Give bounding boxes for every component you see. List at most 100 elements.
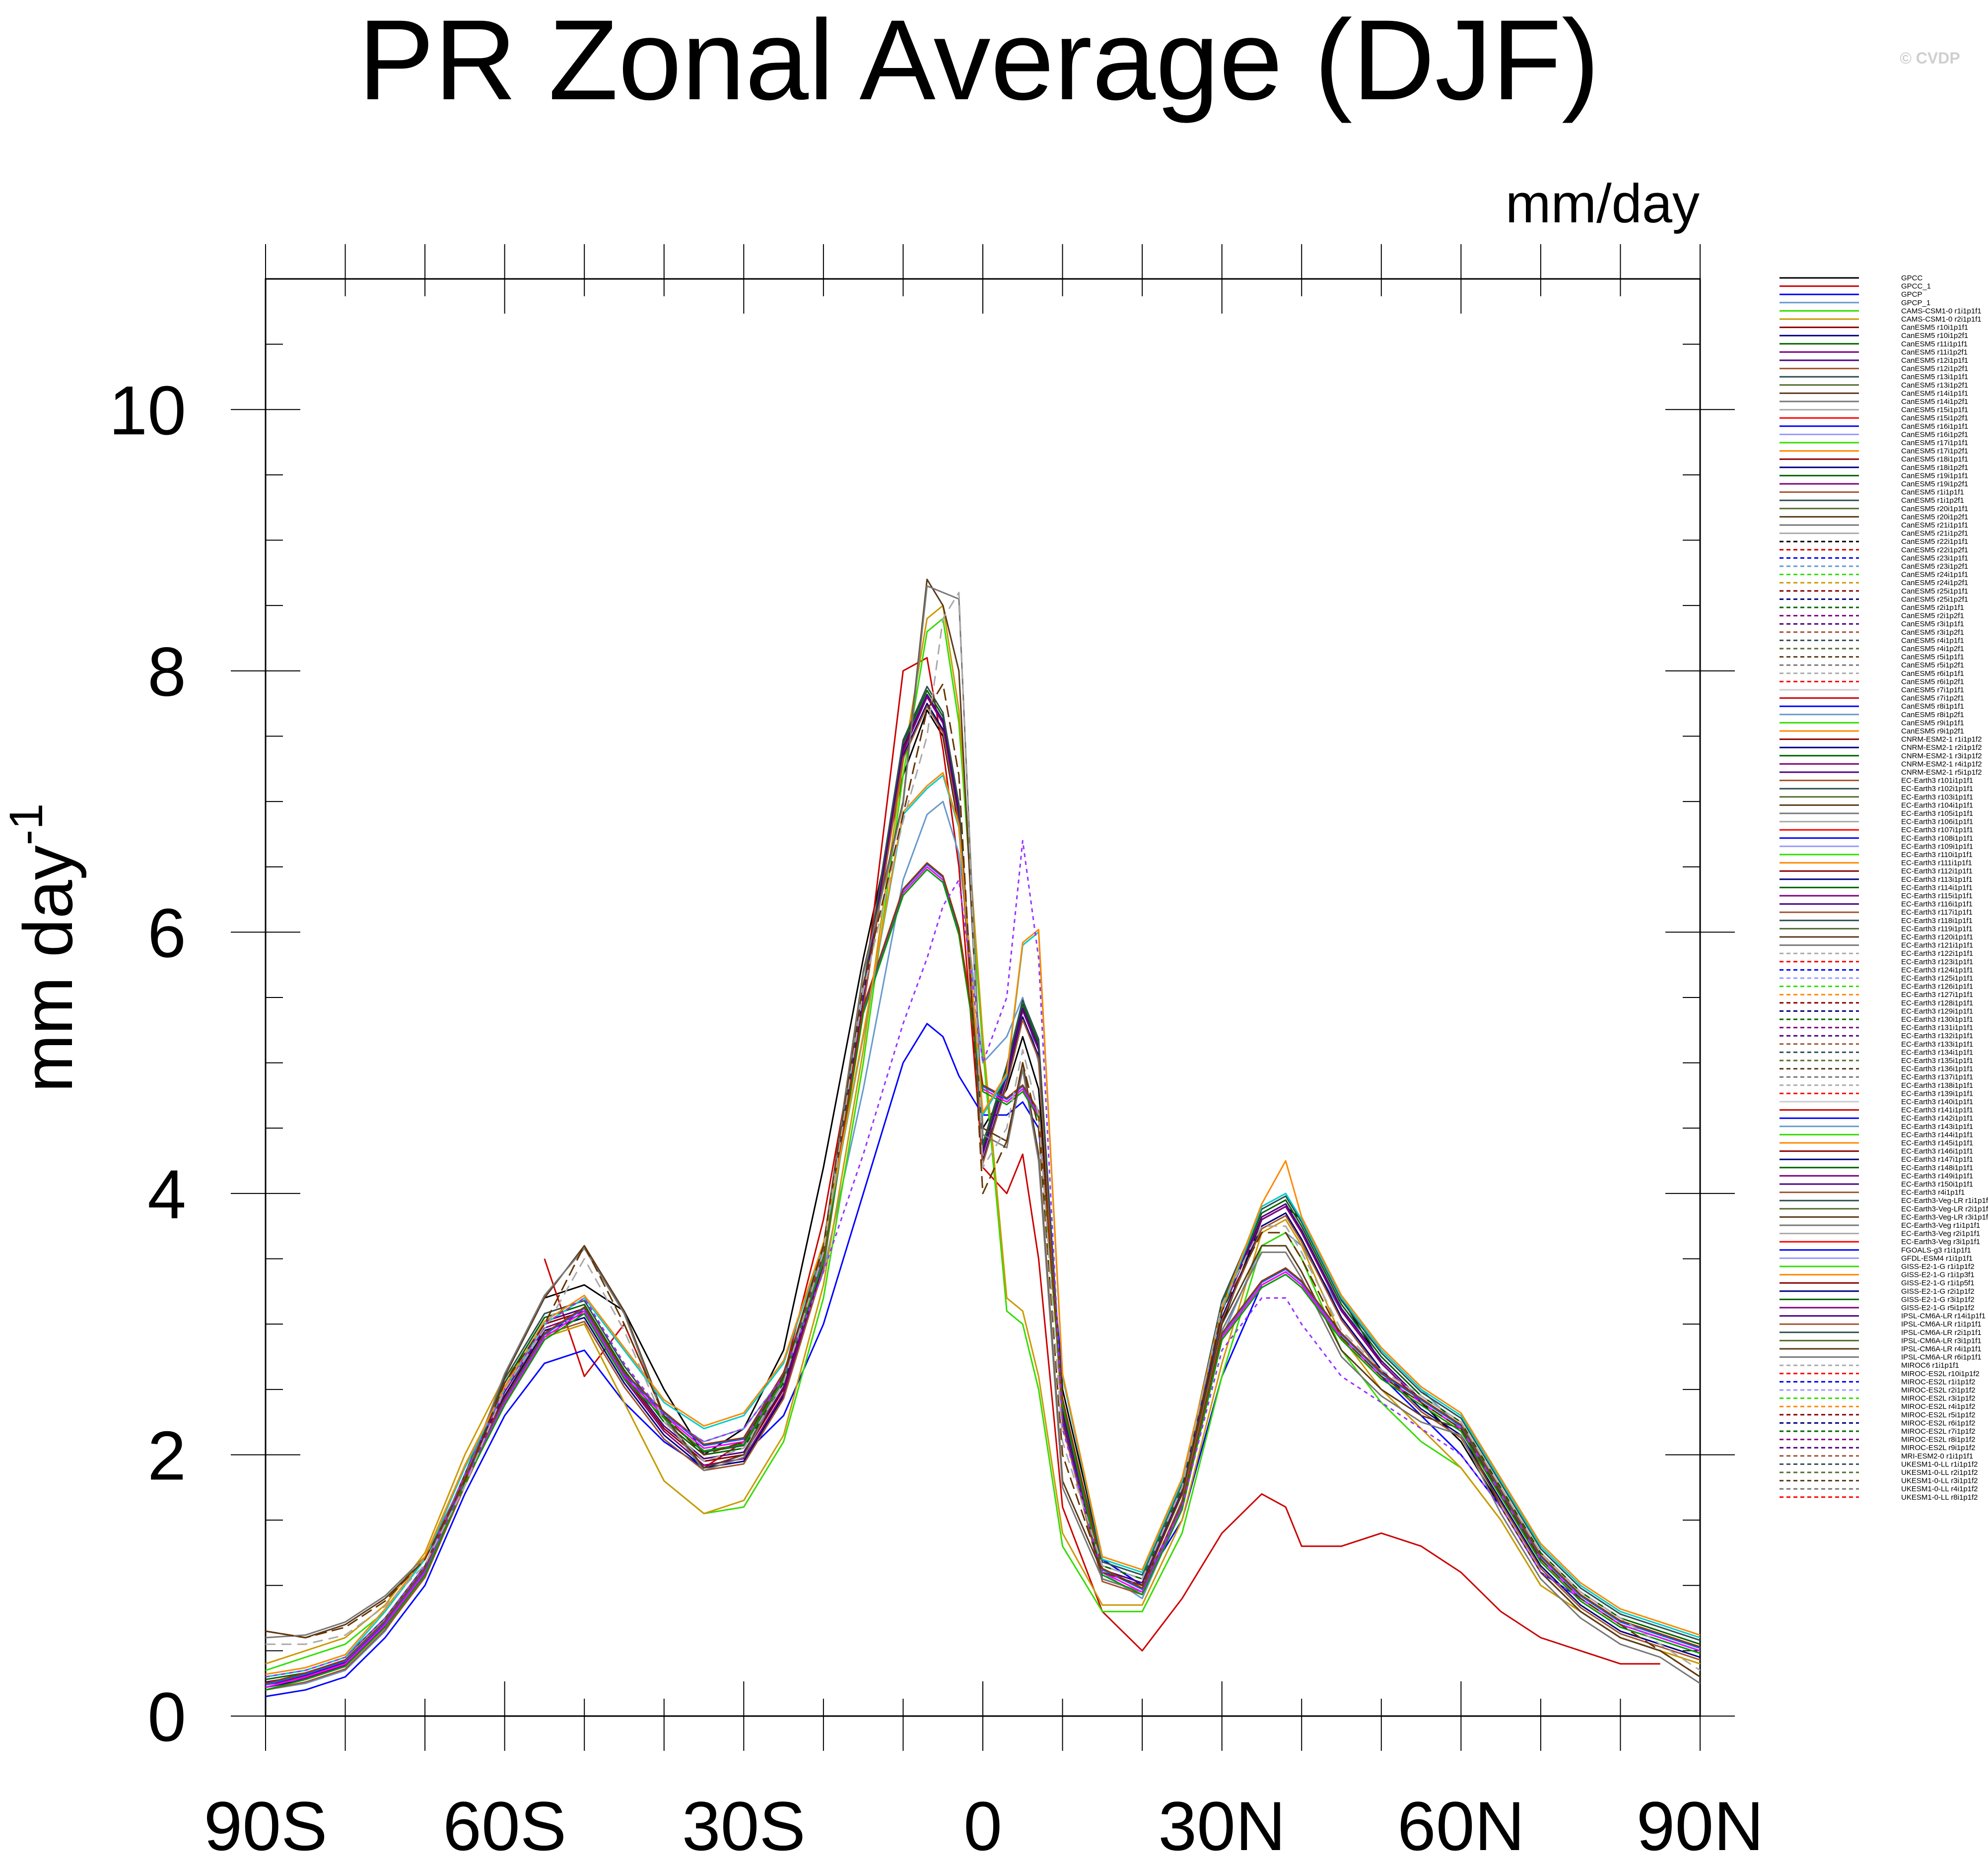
legend-label: CanESM5 r24i1p2f1 [1901,579,1968,587]
legend-label: CanESM5 r3i1p1f1 [1901,620,1964,628]
legend-label: EC-Earth3 r141i1p1f1 [1901,1106,1973,1115]
legend-label: UKESM1-0-LL r1i1p1f2 [1901,1460,1978,1468]
legend-label: CanESM5 r9i1p1f1 [1901,719,1964,727]
legend-label: EC-Earth3 r112i1p1f1 [1901,867,1973,875]
legend-label: CanESM5 r15i1p1f1 [1901,406,1968,414]
units-label: mm/day [1506,173,1700,234]
legend-label: GFDL-ESM4 r1i1p1f1 [1901,1254,1973,1262]
chart-title: PR Zonal Average (DJF) [358,0,1599,124]
y-tick-label: 8 [147,633,186,711]
legend-label: CanESM5 r23i1p1f1 [1901,554,1968,562]
series-line [265,683,1701,1678]
series-line [265,703,1701,1688]
legend-label: IPSL-CM6A-LR r14i1p1f1 [1901,1312,1986,1321]
legend-label: CanESM5 r11i1p1f1 [1901,340,1968,348]
legend-label: MIROC-ES2L r8i1p1f2 [1901,1436,1976,1444]
legend-label: CNRM-ESM2-1 r5i1p1f2 [1901,768,1982,777]
series-line [265,863,1701,1686]
legend-label: EC-Earth3 r121i1p1f1 [1901,941,1973,950]
legend-label: CanESM5 r19i1p2f1 [1901,480,1968,488]
legend-label: CanESM5 r17i1p1f1 [1901,439,1968,447]
legend-label: MIROC6 r1i1p1f1 [1901,1361,1959,1370]
legend-label: MIROC-ES2L r4i1p1f2 [1901,1402,1976,1411]
y-tick-label: 4 [147,1155,186,1233]
legend-label: EC-Earth3 r133i1p1f1 [1901,1040,1973,1049]
legend-label: EC-Earth3 r139i1p1f1 [1901,1089,1973,1098]
legend-label: CanESM5 r5i1p2f1 [1901,661,1964,669]
legend-label: EC-Earth3 r119i1p1f1 [1901,925,1973,933]
legend-label: EC-Earth3 r106i1p1f1 [1901,818,1973,826]
y-axis-title-exponent: -1 [0,803,53,845]
legend-label: GISS-E2-1-G r2i1p1f2 [1901,1287,1975,1296]
legend-label: CanESM5 r6i1p2f1 [1901,677,1964,686]
legend-label: CanESM5 r9i1p2f1 [1901,727,1964,735]
legend-label: EC-Earth3 r107i1p1f1 [1901,826,1973,834]
legend-label: CanESM5 r17i1p2f1 [1901,447,1968,456]
legend-label: EC-Earth3 r132i1p1f1 [1901,1032,1973,1040]
y-tick-label: 6 [147,894,186,972]
legend-label: CanESM5 r2i1p2f1 [1901,612,1964,620]
legend-label: CNRM-ESM2-1 r4i1p1f2 [1901,760,1982,768]
legend-label: CanESM5 r16i1p1f1 [1901,422,1968,431]
legend-label: CanESM5 r20i1p1f1 [1901,505,1968,513]
legend-label: IPSL-CM6A-LR r6i1p1f1 [1901,1353,1982,1362]
series-line [265,868,1701,1691]
legend-label: GISS-E2-1-G r5i1p1f2 [1901,1304,1975,1312]
legend-label: CanESM5 r23i1p2f1 [1901,562,1968,571]
legend-label: EC-Earth3 r136i1p1f1 [1901,1065,1973,1073]
legend-label: EC-Earth3 r125i1p1f1 [1901,974,1973,983]
legend-label: MIROC-ES2L r3i1p1f2 [1901,1394,1976,1403]
legend-label: EC-Earth3 r134i1p1f1 [1901,1048,1973,1057]
legend-label: EC-Earth3 r146i1p1f1 [1901,1147,1973,1156]
legend-label: EC-Earth3 r104i1p1f1 [1901,801,1973,809]
legend-label: EC-Earth3 r122i1p1f1 [1901,949,1973,958]
legend-label: EC-Earth3 r145i1p1f1 [1901,1139,1973,1147]
legend-label: CanESM5 r11i1p2f1 [1901,348,1968,356]
series-line [265,862,1701,1684]
legend-label: MIROC-ES2L r6i1p1f2 [1901,1419,1976,1427]
legend-label: IPSL-CM6A-LR r2i1p1f1 [1901,1328,1982,1337]
legend-label: EC-Earth3 r148i1p1f1 [1901,1164,1973,1172]
series-line [265,772,1701,1675]
legend-label: EC-Earth3 r142i1p1f1 [1901,1114,1973,1123]
legend-label: CanESM5 r2i1p1f1 [1901,603,1964,612]
legend-label: CanESM5 r24i1p1f1 [1901,571,1968,579]
legend-label: EC-Earth3-Veg r1i1p1f1 [1901,1221,1980,1230]
legend-label: EC-Earth3 r108i1p1f1 [1901,834,1973,843]
legend-label: CanESM5 r25i1p1f1 [1901,587,1968,596]
legend-label: UKESM1-0-LL r8i1p1f2 [1901,1493,1978,1502]
legend-label: GISS-E2-1-G r1i1p3f1 [1901,1271,1975,1279]
x-tick-label: 60S [443,1787,566,1858]
y-axis-title-main: mm day [9,845,87,1092]
legend-label: EC-Earth3 r115i1p1f1 [1901,892,1973,900]
legend-label: CanESM5 r25i1p2f1 [1901,595,1968,603]
legend-label: MIROC-ES2L r7i1p1f2 [1901,1427,1976,1436]
legend-label: EC-Earth3-Veg-LR r3i1p1f1 [1901,1213,1988,1221]
series-line [265,693,1701,1683]
series-line [265,866,1701,1688]
legend-label: EC-Earth3 r128i1p1f1 [1901,999,1973,1007]
y-axis-title: mm day-1 [0,803,87,1092]
legend-label: MIROC-ES2L r5i1p1f2 [1901,1411,1976,1419]
legend-label: CanESM5 r4i1p2f1 [1901,645,1964,653]
legend-label: EC-Earth3 r126i1p1f1 [1901,983,1973,991]
legend-label: CNRM-ESM2-1 r1i1p1f2 [1901,735,1982,744]
legend-label: EC-Earth3-Veg-LR r2i1p1f1 [1901,1205,1988,1213]
legend-label: EC-Earth3 r109i1p1f1 [1901,842,1973,851]
x-tick-label: 60N [1397,1787,1525,1858]
legend-label: EC-Earth3 r131i1p1f1 [1901,1024,1973,1032]
legend-label: EC-Earth3 r129i1p1f1 [1901,1007,1973,1015]
legend-label: UKESM1-0-LL r2i1p1f2 [1901,1468,1978,1477]
legend-label: CNRM-ESM2-1 r2i1p1f2 [1901,743,1982,752]
legend-label: EC-Earth3 r114i1p1f1 [1901,883,1973,892]
legend-label: GPCP [1901,290,1922,299]
legend-label: EC-Earth3 r140i1p1f1 [1901,1098,1973,1106]
legend-label: EC-Earth3 r130i1p1f1 [1901,1015,1973,1024]
legend-label: FGOALS-g3 r1i1p1f1 [1901,1246,1971,1255]
legend-label: CanESM5 r1i1p2f1 [1901,496,1964,505]
legend-label: CanESM5 r10i1p2f1 [1901,332,1968,340]
legend-label: IPSL-CM6A-LR r1i1p1f1 [1901,1320,1982,1328]
legend-label: EC-Earth3 r111i1p1f1 [1901,859,1972,867]
y-tick-label: 2 [147,1416,186,1494]
